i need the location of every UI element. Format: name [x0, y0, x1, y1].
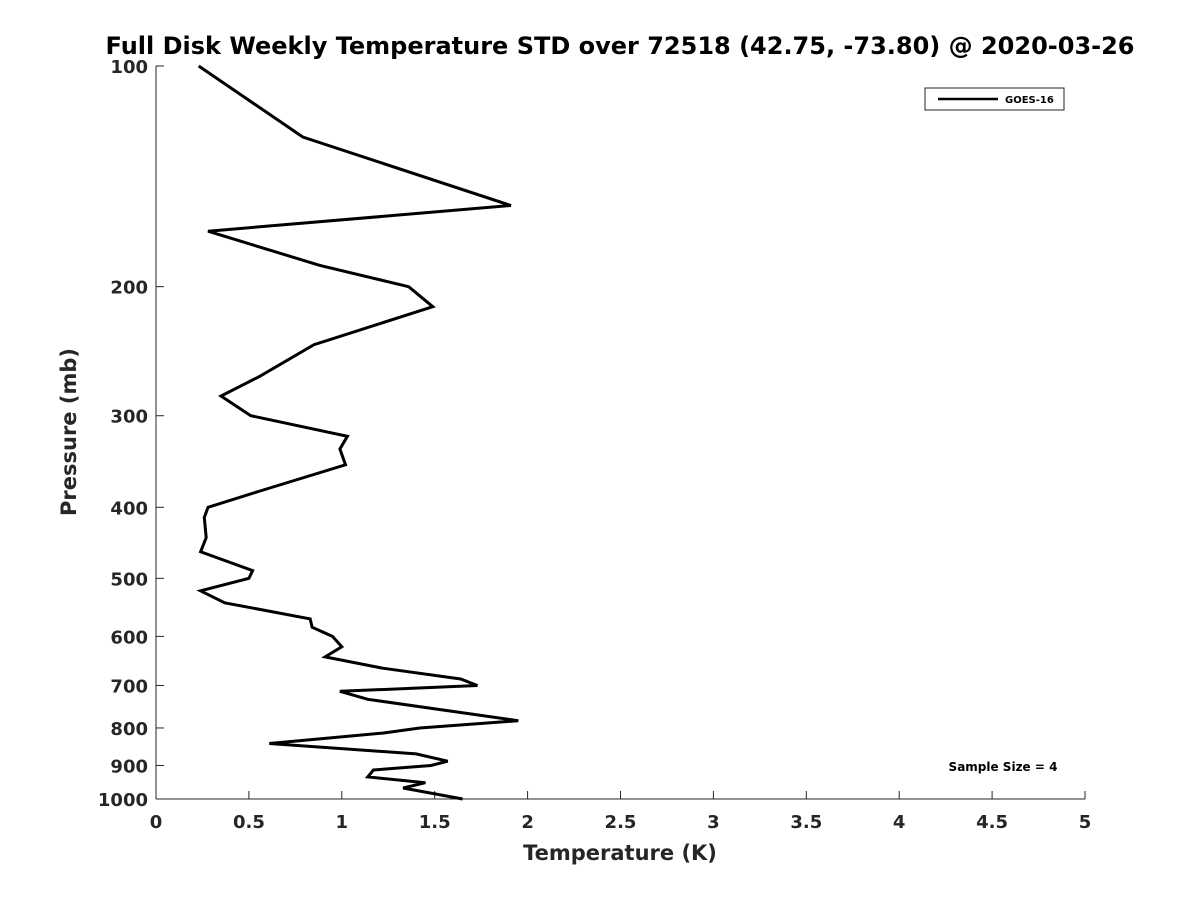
y-tick-label: 700 [110, 676, 148, 697]
y-tick-label: 800 [110, 719, 148, 740]
x-tick-label: 0 [150, 812, 163, 833]
y-tick-label: 300 [110, 407, 148, 428]
x-tick-label: 4.5 [976, 812, 1008, 833]
y-tick-label: 1000 [98, 790, 148, 811]
y-tick-label: 500 [110, 569, 148, 590]
x-tick-label: 0.5 [233, 812, 265, 833]
x-axis-label: Temperature (K) [523, 841, 717, 865]
y-tick-label: 100 [110, 57, 148, 78]
x-tick-label: 3 [707, 812, 720, 833]
chart-title: Full Disk Weekly Temperature STD over 72… [106, 32, 1135, 60]
x-tick-label: 2.5 [605, 812, 637, 833]
y-tick-label: 900 [110, 756, 148, 777]
y-tick-label: 200 [110, 278, 148, 299]
y-tick-label: 600 [110, 627, 148, 648]
x-axis-ticks: 0 0.5 1 1.5 2 2.5 3 3.5 4 4.5 5 [150, 791, 1092, 833]
x-tick-label: 1.5 [419, 812, 451, 833]
y-axis-label: Pressure (mb) [57, 348, 81, 516]
y-tick-label: 400 [110, 498, 148, 519]
legend: GOES-16 [924, 87, 1065, 111]
legend-entry-goes-16: GOES-16 [1005, 95, 1054, 106]
x-tick-label: 2 [521, 812, 534, 833]
x-tick-label: 4 [893, 812, 906, 833]
y-axis-ticks: 100 200 300 400 500 600 700 800 900 1000 [98, 57, 164, 811]
x-tick-label: 3.5 [790, 812, 822, 833]
sample-size-annotation: Sample Size = 4 [949, 760, 1058, 774]
x-tick-label: 5 [1079, 812, 1092, 833]
x-tick-label: 1 [336, 812, 349, 833]
series-line-goes-16 [196, 64, 519, 801]
series-layer [196, 64, 519, 801]
